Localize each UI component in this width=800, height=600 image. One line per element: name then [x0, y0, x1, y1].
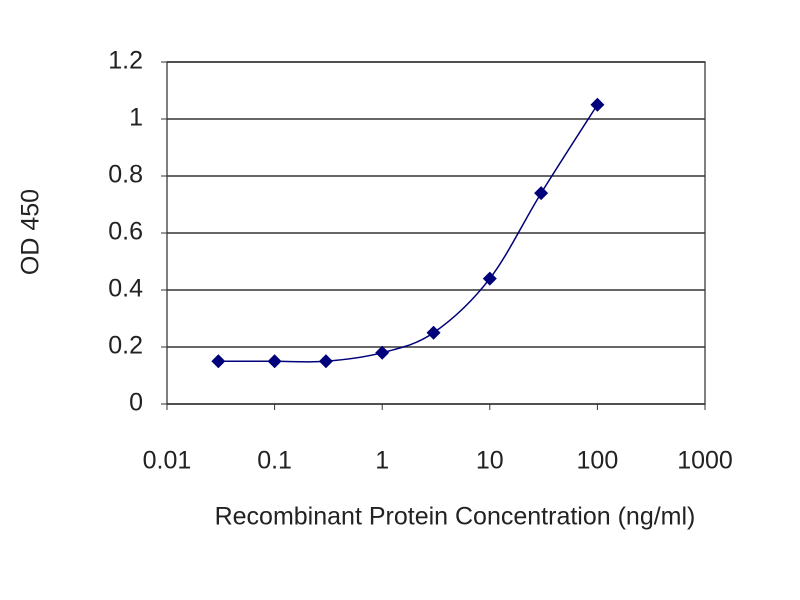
data-point [267, 354, 282, 369]
y-tick-label: 0.6 [108, 218, 143, 246]
data-point [426, 325, 441, 340]
data-point [318, 354, 333, 369]
data-point [375, 345, 390, 360]
y-tick-label: 0.4 [108, 275, 143, 303]
y-tick-label: 1.2 [108, 47, 143, 75]
data-point [211, 354, 226, 369]
x-axis-title: Recombinant Protein Concentration (ng/ml… [215, 503, 696, 531]
x-tick-label: 0.1 [257, 447, 292, 475]
x-tick-label: 0.01 [143, 447, 192, 475]
data-point [482, 271, 497, 286]
data-point [534, 186, 549, 201]
x-tick-label: 1 [375, 447, 389, 475]
y-tick-label: 0.8 [108, 161, 143, 189]
x-tick-label: 10 [476, 447, 504, 475]
data-point [590, 97, 605, 112]
y-axis-title: OD 450 [17, 189, 45, 275]
y-tick-label: 0.2 [108, 332, 143, 360]
x-tick-label: 1000 [677, 447, 733, 475]
y-tick-label: 1 [129, 104, 143, 132]
x-tick-label: 100 [577, 447, 619, 475]
y-tick-label: 0 [129, 389, 143, 417]
